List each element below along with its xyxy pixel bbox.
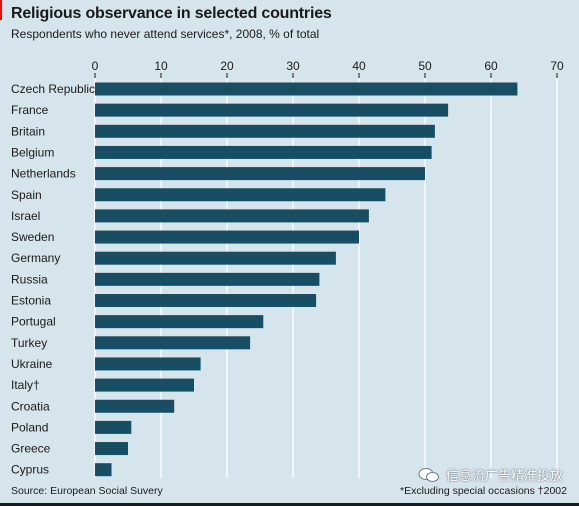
category-label: Belgium (11, 145, 54, 159)
category-label: Russia (11, 272, 48, 286)
category-label: Cyprus (11, 463, 49, 477)
bar (95, 209, 369, 223)
tick-label: 40 (352, 59, 366, 73)
bar (95, 336, 251, 350)
category-label: Sweden (11, 230, 54, 244)
bar (95, 251, 336, 265)
wechat-icon (418, 467, 439, 482)
bottom-rule (0, 503, 579, 506)
category-label: Greece (11, 442, 51, 456)
category-label: Estonia (11, 294, 51, 308)
bar (95, 230, 359, 244)
category-label: Ukraine (11, 357, 53, 371)
category-label: Germany (11, 251, 60, 265)
footnote: *Excluding special occasions †2002 (400, 485, 567, 497)
bar (95, 315, 264, 329)
bar (95, 420, 132, 434)
bar (95, 399, 175, 413)
category-label: Spain (11, 188, 42, 202)
category-label: Netherlands (11, 167, 76, 181)
bar (95, 188, 386, 202)
bar (95, 463, 112, 477)
category-label: Croatia (11, 399, 50, 413)
bar (95, 103, 449, 117)
bar (95, 357, 201, 371)
bar (95, 124, 435, 138)
category-label: Portugal (11, 315, 56, 329)
bar (95, 145, 432, 159)
bar (95, 272, 320, 286)
tick-label: 60 (484, 59, 498, 73)
accent-mark (0, 0, 2, 20)
tick-label: 10 (154, 59, 168, 73)
watermark: 信息流广告精准投放 (418, 465, 563, 484)
tick-label: 30 (286, 59, 300, 73)
chart-title: Religious observance in selected countri… (11, 5, 332, 22)
category-label: Czech Republic (11, 82, 95, 96)
category-label: Britain (11, 124, 45, 138)
bar (95, 167, 425, 181)
watermark-text: 信息流广告精准投放 (445, 468, 563, 483)
bar (95, 294, 317, 307)
tick-label: 50 (418, 59, 432, 73)
bar (95, 442, 128, 456)
category-label: Israel (11, 209, 40, 223)
category-label: Poland (11, 420, 48, 434)
bar (95, 378, 194, 392)
source-note: Source: European Social Suvery (11, 485, 163, 497)
tick-label: 70 (550, 59, 564, 73)
category-label: Italy† (11, 378, 40, 392)
category-label: France (11, 103, 49, 117)
tick-label: 0 (92, 59, 99, 73)
category-label: Turkey (11, 336, 47, 350)
chart-subtitle: Respondents who never attend services*, … (11, 27, 320, 41)
bar (95, 82, 518, 96)
tick-label: 20 (220, 59, 234, 73)
